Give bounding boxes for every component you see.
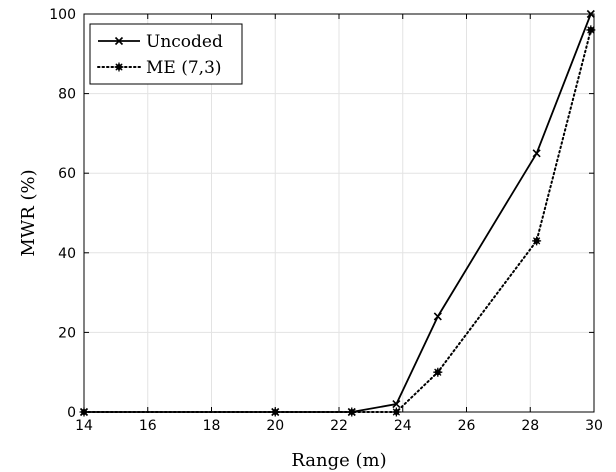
x-tick-label: 28 bbox=[521, 418, 539, 434]
x-tick-label: 18 bbox=[203, 418, 221, 434]
x-tick-label: 26 bbox=[458, 418, 476, 434]
data-point-asterisk-marker bbox=[433, 367, 443, 377]
axis-ticks: 14 16 18 20 22 24 26 28 30 0 20 40 60 80 100 bbox=[49, 7, 603, 434]
legend-item: ME (7,3) bbox=[97, 58, 222, 78]
y-tick-label: 80 bbox=[58, 87, 76, 103]
y-tick-label: 20 bbox=[58, 325, 76, 341]
y-axis-label: MWR (%) bbox=[18, 169, 39, 256]
x-axis-label: Range (m) bbox=[291, 450, 386, 471]
data-point-x-marker bbox=[532, 149, 541, 158]
data-point-x-marker bbox=[114, 36, 124, 46]
legend-box bbox=[89, 23, 243, 85]
data-point-asterisk-marker bbox=[114, 62, 124, 72]
legend-item: Uncoded bbox=[98, 32, 223, 52]
x-tick-label: 16 bbox=[139, 418, 157, 434]
legend-label: ME (7,3) bbox=[146, 58, 222, 78]
y-tick-label: 0 bbox=[67, 405, 76, 421]
y-tick-label: 100 bbox=[49, 7, 76, 23]
y-tick-label: 40 bbox=[58, 246, 76, 262]
data-point-asterisk-marker bbox=[586, 25, 596, 35]
legend-label: Uncoded bbox=[146, 32, 223, 52]
data-point-x-marker bbox=[433, 312, 442, 321]
y-tick-label: 60 bbox=[58, 166, 76, 182]
legend: Uncoded ME (7,3) bbox=[89, 23, 243, 85]
x-tick-label: 20 bbox=[266, 418, 284, 434]
x-tick-label: 22 bbox=[330, 418, 348, 434]
data-point-x-marker bbox=[392, 399, 401, 409]
x-tick-label: 14 bbox=[75, 418, 93, 434]
data-point-asterisk-marker bbox=[532, 236, 542, 246]
legend-items: Uncoded ME (7,3) bbox=[97, 32, 223, 78]
x-tick-label: 30 bbox=[585, 418, 603, 434]
x-tick-label: 24 bbox=[394, 418, 412, 434]
